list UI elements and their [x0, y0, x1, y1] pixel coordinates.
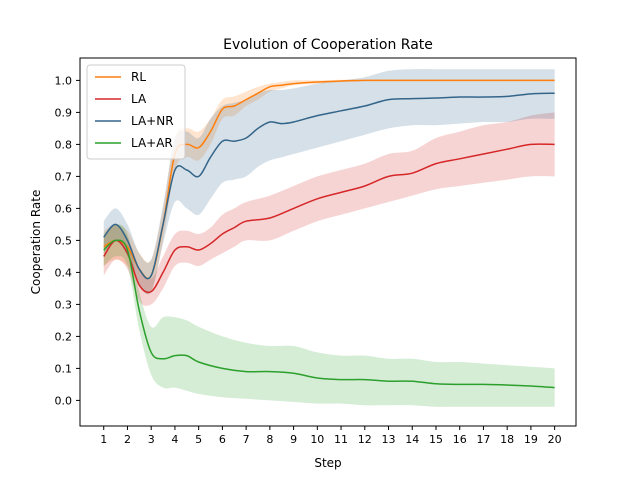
x-tick-label: 16: [453, 433, 467, 446]
x-tick-label: 20: [548, 433, 562, 446]
x-tick-label: 14: [405, 433, 419, 446]
series-lines: [103, 79, 555, 389]
x-tick-label: 15: [429, 433, 443, 446]
y-tick-label: 0.8: [55, 138, 73, 151]
line-la-nr: [103, 92, 555, 280]
y-tick-label: 0.4: [55, 266, 73, 279]
y-tick-label: 1.0: [55, 74, 73, 87]
x-tick-label: 5: [195, 433, 202, 446]
x-tick-label: 1: [100, 433, 107, 446]
line-la: [103, 143, 555, 294]
legend-label-la-nr: LA+NR: [131, 114, 174, 128]
x-tick-label: 10: [310, 433, 324, 446]
x-axis-label: Step: [314, 456, 341, 470]
line-la-ar: [103, 239, 555, 389]
x-tick-label: 8: [266, 433, 273, 446]
legend-label-la: LA: [131, 92, 147, 106]
y-tick-label: 0.7: [55, 170, 73, 183]
x-tick-label: 18: [500, 433, 514, 446]
x-tick-label: 19: [524, 433, 538, 446]
y-tick-label: 0.1: [55, 362, 73, 375]
x-tick-label: 11: [334, 433, 348, 446]
x-axis-ticks: 1 2 3 4 5 6 7 8 9 10 11 12 13 14 15 16 17 18 19 20: [100, 426, 562, 446]
band-la-ar: [103, 224, 555, 407]
x-tick-label: 6: [219, 433, 226, 446]
x-tick-label: 17: [476, 433, 490, 446]
plot-frame: [79, 57, 577, 427]
y-tick-label: 0.3: [55, 298, 73, 311]
x-tick-label: 7: [243, 433, 250, 446]
band-la-nr: [103, 69, 555, 295]
confidence-bands: [103, 69, 555, 407]
y-tick-label: 0.2: [55, 330, 73, 343]
y-tick-label: 0.5: [55, 234, 73, 247]
legend-label-la-ar: LA+AR: [131, 136, 173, 150]
y-tick-label: 0.6: [55, 202, 73, 215]
y-axis-label: Cooperation Rate: [29, 190, 43, 295]
legend: RL LA LA+NR LA+AR: [86, 64, 186, 160]
legend-box: [86, 64, 186, 160]
x-tick-label: 12: [358, 433, 372, 446]
y-axis-ticks: 0.0 0.1 0.2 0.3 0.4 0.5 0.6 0.7 0.8 0.9 1.0: [55, 74, 80, 407]
chart-title: Evolution of Cooperation Rate: [223, 37, 433, 53]
band-rl: [103, 79, 555, 295]
legend-label-rl: RL: [131, 70, 146, 84]
y-tick-label: 0.9: [55, 106, 73, 119]
x-tick-label: 13: [382, 433, 396, 446]
x-tick-label: 4: [171, 433, 178, 446]
x-tick-label: 9: [290, 433, 297, 446]
x-tick-label: 2: [124, 433, 131, 446]
x-tick-label: 3: [148, 433, 155, 446]
y-tick-label: 0.0: [55, 394, 73, 407]
band-la: [103, 112, 555, 306]
